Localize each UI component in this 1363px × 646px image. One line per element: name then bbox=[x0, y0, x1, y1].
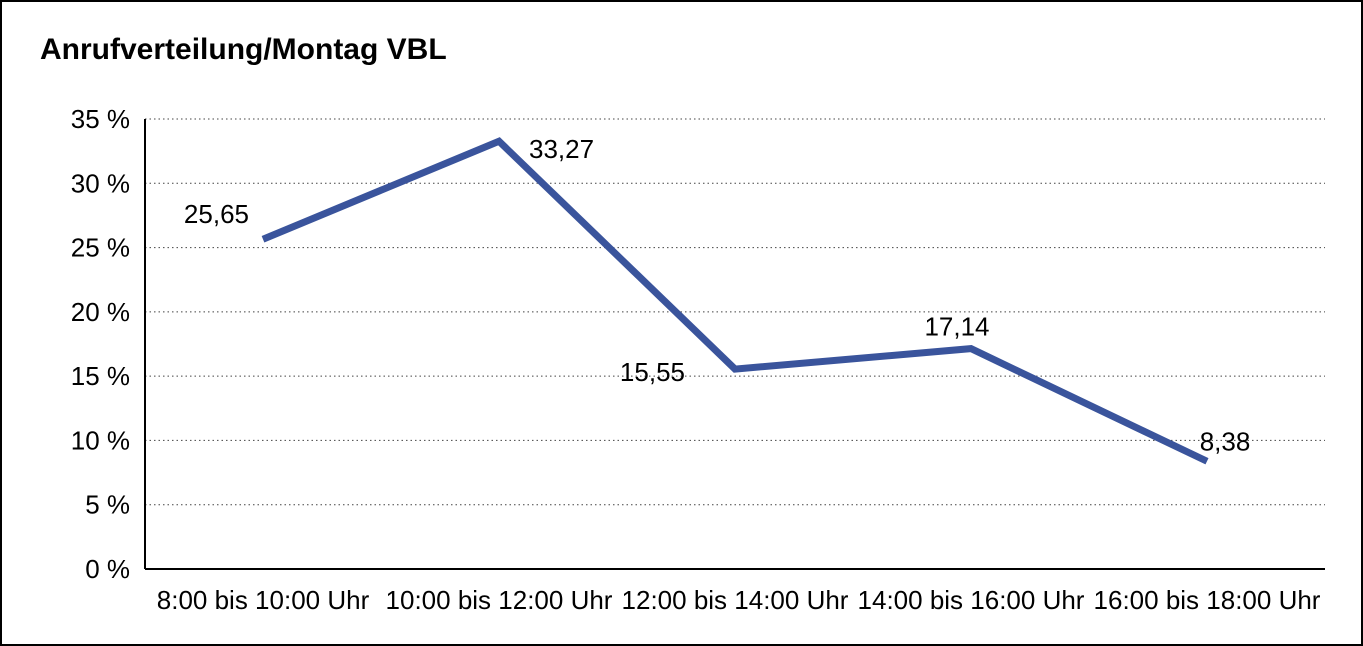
data-point-label: 17,14 bbox=[924, 312, 989, 342]
data-point-label: 8,38 bbox=[1200, 426, 1251, 456]
data-point-label: 25,65 bbox=[184, 199, 249, 229]
x-category-label: 14:00 bis 16:00 Uhr bbox=[858, 585, 1085, 615]
x-category-label: 16:00 bis 18:00 Uhr bbox=[1094, 585, 1321, 615]
y-tick-label: 10 % bbox=[71, 425, 130, 455]
data-point-label: 33,27 bbox=[529, 134, 594, 164]
y-tick-label: 25 % bbox=[71, 233, 130, 263]
y-tick-label: 15 % bbox=[71, 361, 130, 391]
y-tick-label: 0 % bbox=[85, 554, 130, 584]
y-tick-label: 5 % bbox=[85, 490, 130, 520]
y-tick-label: 30 % bbox=[71, 168, 130, 198]
chart-title: Anrufverteilung/Montag VBL bbox=[40, 33, 447, 66]
data-point-label: 15,55 bbox=[620, 357, 685, 387]
x-category-label: 8:00 bis 10:00 Uhr bbox=[157, 585, 370, 615]
y-tick-label: 35 % bbox=[71, 104, 130, 134]
y-tick-label: 20 % bbox=[71, 297, 130, 327]
x-category-label: 12:00 bis 14:00 Uhr bbox=[622, 585, 849, 615]
data-line bbox=[261, 137, 1209, 465]
x-category-label: 10:00 bis 12:00 Uhr bbox=[386, 585, 613, 615]
